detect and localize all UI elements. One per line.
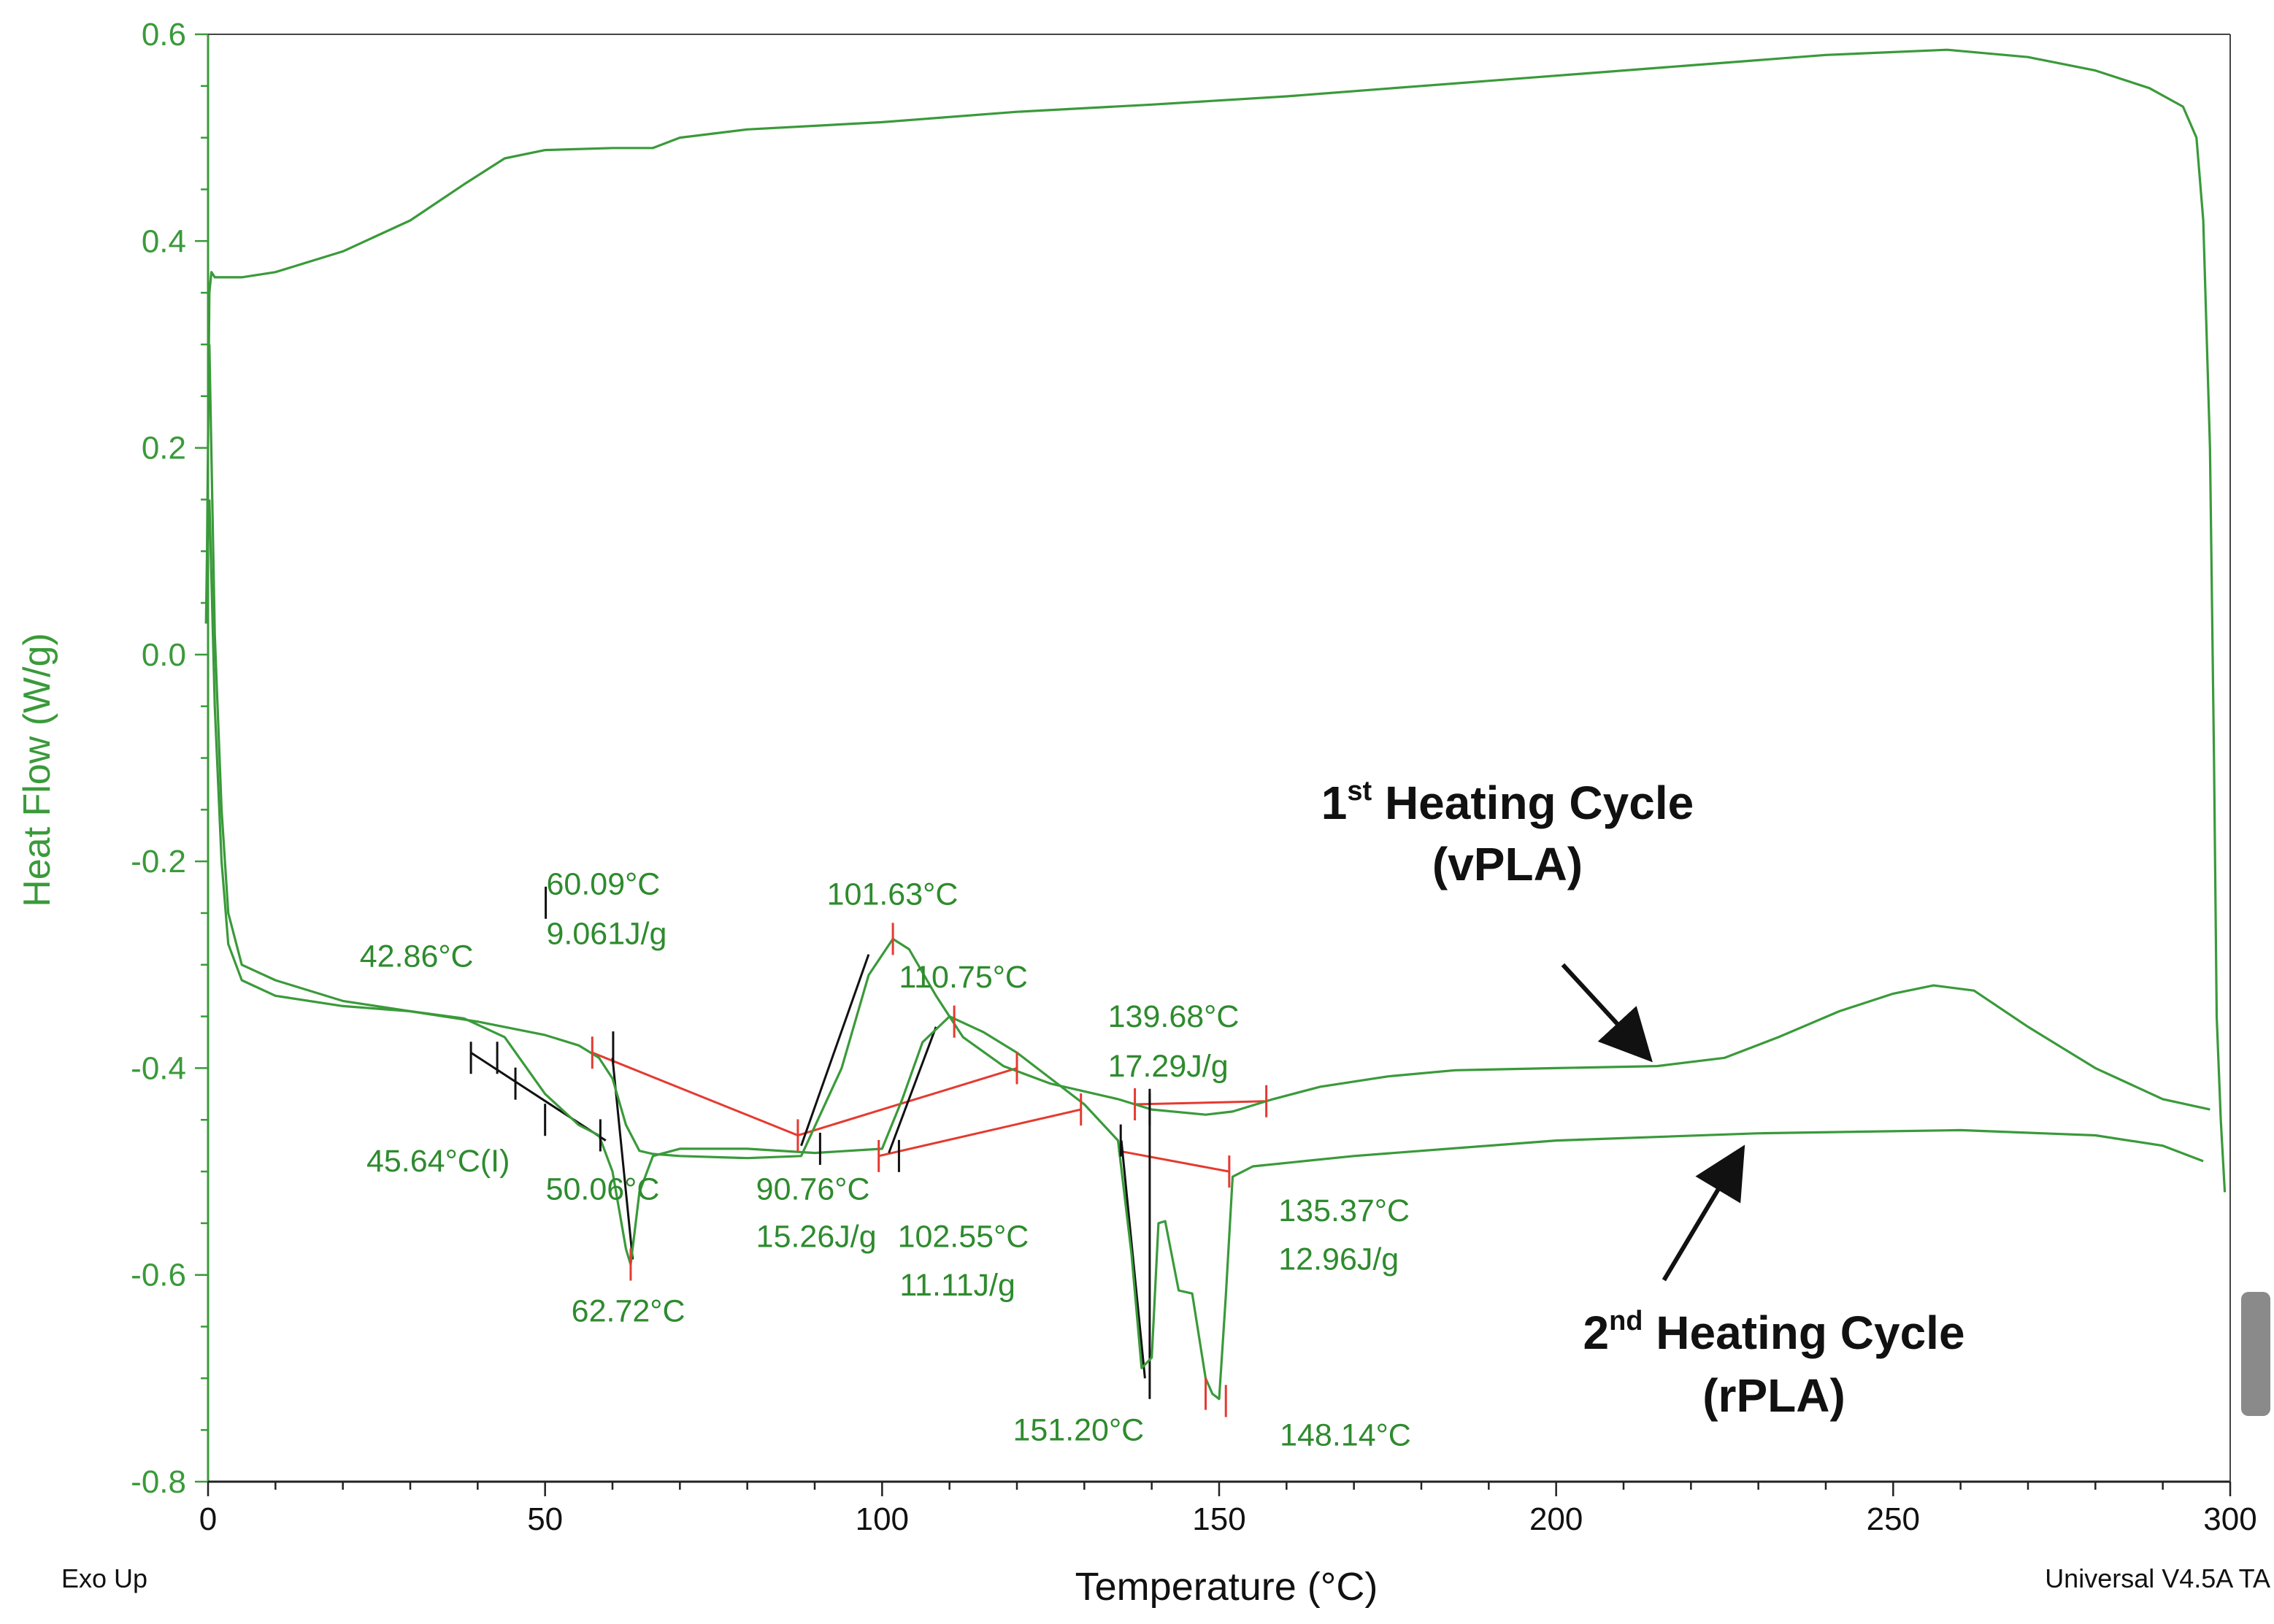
onset-tangent-line (1120, 1140, 1146, 1379)
annotation-label: 12.96J/g (1278, 1242, 1399, 1277)
annotation-label: 60.09°C (547, 866, 661, 901)
annotation-label: 148.14°C (1280, 1417, 1411, 1452)
annotation-label: 101.63°C (827, 877, 959, 912)
annotation-label: 11.11J/g (899, 1268, 1015, 1303)
annotation-label: 110.75°C (899, 960, 1028, 995)
scroll-handle[interactable] (2241, 1292, 2270, 1416)
annotation-label: 15.26J/g (756, 1219, 877, 1254)
x-tick-label: 150 (1192, 1501, 1245, 1537)
footer-software-version: Universal V4.5A TA (2045, 1563, 2270, 1593)
y-tick-label: 0.2 (142, 431, 186, 466)
y-tick-label: 0.6 (142, 17, 186, 53)
y-tick-label: -0.6 (131, 1258, 186, 1293)
x-tick-label: 200 (1529, 1501, 1583, 1537)
onset-tangent-line (800, 954, 870, 1147)
cycle-label-line1: 2nd Heating Cycle (1583, 1306, 1964, 1359)
integration-baseline (1134, 1100, 1267, 1106)
annotation-markers (469, 886, 1268, 1417)
series-line-1 (204, 48, 2227, 1193)
annotation-label: 135.37°C (1278, 1193, 1410, 1228)
annotation-label: 151.20°C (1013, 1412, 1144, 1447)
series-group (204, 48, 2227, 1401)
integration-baseline (591, 1051, 1018, 1137)
x-tick-label: 50 (527, 1501, 563, 1537)
annotation-label: 50.06°C (546, 1171, 660, 1207)
glass-transition-tangent (470, 1051, 607, 1142)
x-tick-label: 0 (199, 1501, 217, 1537)
annotation-label: 62.72°C (572, 1293, 685, 1328)
annotation-label: 90.76°C (756, 1171, 870, 1207)
annotation-label: 139.68°C (1108, 999, 1240, 1034)
cycle-arrow (1662, 1144, 1745, 1282)
series-line-2 (208, 344, 2210, 1160)
x-tick-label: 250 (1867, 1501, 1920, 1537)
integration-baseline (1118, 1150, 1230, 1173)
cycle-label-line1: 1st Heating Cycle (1321, 776, 1694, 829)
y-tick-label: -0.2 (131, 844, 186, 880)
annotation-label: 42.86°C (360, 939, 474, 974)
cycle-arrow (1561, 963, 1653, 1063)
y-tick-label: -0.8 (131, 1464, 186, 1500)
series-line-3 (208, 499, 2204, 1401)
y-tick-label: -0.4 (131, 1050, 186, 1086)
annotation-label: 17.29J/g (1108, 1049, 1229, 1084)
annotation-label: 102.55°C (898, 1219, 1029, 1254)
y-tick-label: 0.4 (142, 223, 186, 259)
y-tick-label: 0.0 (142, 637, 186, 673)
integration-baseline (878, 1108, 1082, 1158)
cycle-label-line2: (rPLA) (1702, 1369, 1845, 1422)
annotation-label: 9.061J/g (547, 916, 667, 951)
onset-tangent-line (888, 1026, 937, 1154)
annotation-label: 45.64°C(I) (366, 1144, 510, 1179)
footer-exo-up: Exo Up (61, 1563, 147, 1593)
x-tick-label: 100 (856, 1501, 909, 1537)
x-axis-title: Temperature (°C) (1075, 1565, 1378, 1609)
cycle-labels: 1st Heating Cycle (vPLA) 2nd Heating Cycle… (1321, 776, 1965, 1422)
y-axis-title: Heat Flow (W/g) (16, 633, 58, 907)
plot-frame (207, 34, 2231, 1483)
cycle-label-line2: (vPLA) (1432, 838, 1583, 890)
annotation-labels: 60.09°C 9.061J/g 42.86°C 101.63°C 110.75°C 13… (360, 866, 1411, 1452)
x-tick-label: 300 (2203, 1501, 2256, 1537)
